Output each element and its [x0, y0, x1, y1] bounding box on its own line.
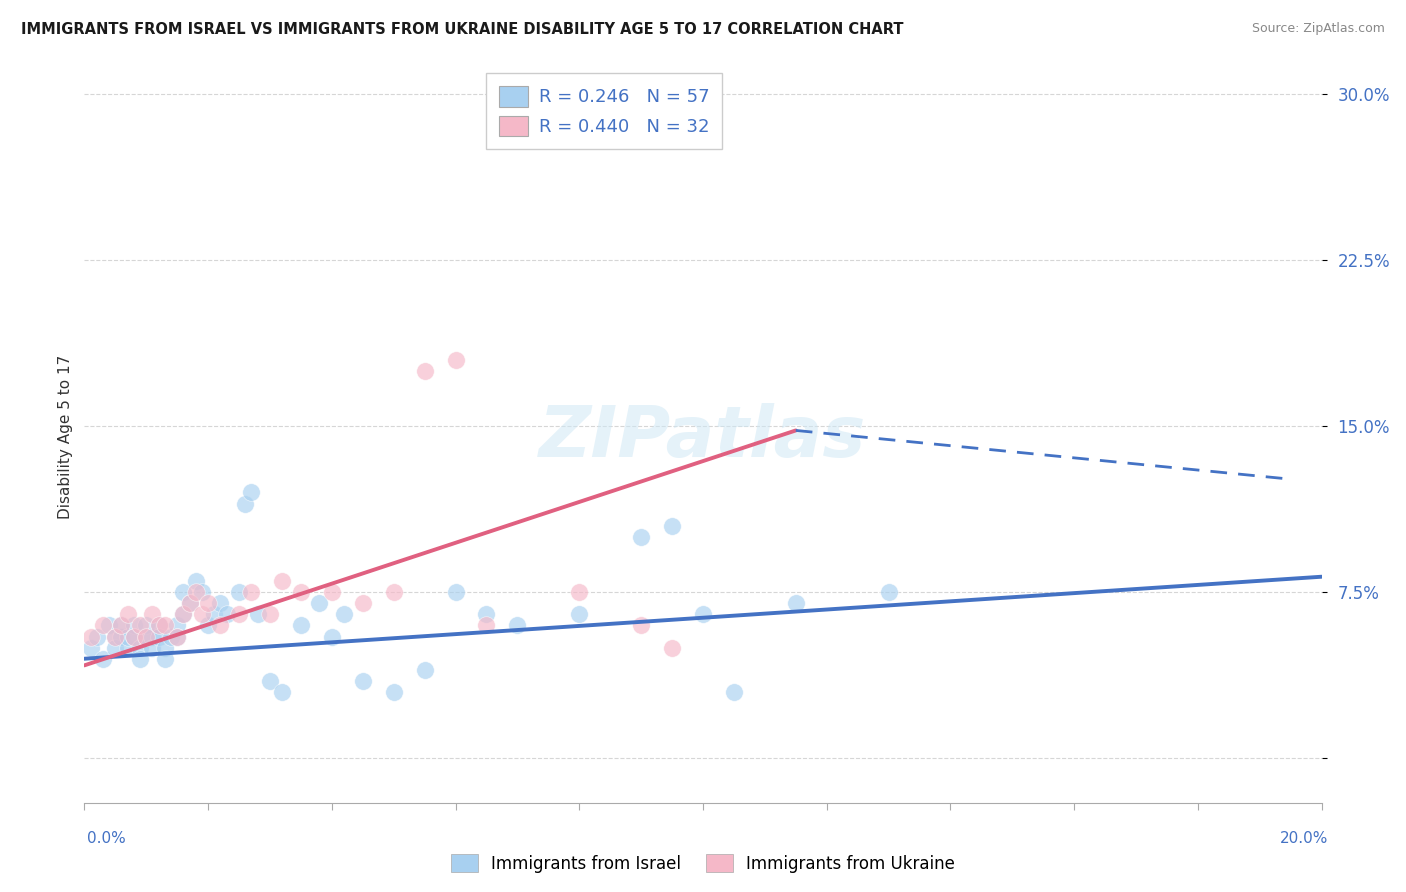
Point	[153, 618, 176, 632]
Point	[723, 685, 745, 699]
Point	[79, 640, 101, 655]
Legend: R = 0.246   N = 57, R = 0.440   N = 32: R = 0.246 N = 57, R = 0.440 N = 32	[486, 73, 721, 149]
Point	[98, 618, 121, 632]
Point	[209, 618, 232, 632]
Point	[184, 585, 207, 599]
Point	[153, 651, 176, 665]
Point	[290, 618, 312, 632]
Point	[661, 640, 683, 655]
Point	[475, 607, 498, 622]
Point	[191, 585, 214, 599]
Point	[179, 596, 201, 610]
Point	[148, 630, 170, 644]
Point	[240, 585, 263, 599]
Point	[209, 596, 232, 610]
Point	[271, 574, 294, 589]
Point	[352, 673, 374, 688]
Point	[352, 596, 374, 610]
Point	[271, 685, 294, 699]
Point	[135, 630, 157, 644]
Point	[568, 585, 591, 599]
Point	[259, 673, 281, 688]
Point	[233, 497, 256, 511]
Point	[117, 630, 139, 644]
Point	[122, 630, 145, 644]
Point	[104, 640, 127, 655]
Point	[630, 530, 652, 544]
Point	[129, 640, 152, 655]
Point	[630, 618, 652, 632]
Point	[104, 630, 127, 644]
Text: Source: ZipAtlas.com: Source: ZipAtlas.com	[1251, 22, 1385, 36]
Point	[321, 585, 343, 599]
Point	[184, 574, 207, 589]
Point	[246, 607, 269, 622]
Point	[166, 630, 188, 644]
Point	[475, 618, 498, 632]
Point	[197, 596, 219, 610]
Point	[413, 363, 436, 377]
Point	[172, 585, 194, 599]
Point	[141, 640, 163, 655]
Point	[172, 607, 194, 622]
Point	[110, 618, 132, 632]
Point	[179, 596, 201, 610]
Point	[877, 585, 900, 599]
Point	[110, 630, 132, 644]
Point	[122, 618, 145, 632]
Point	[444, 352, 467, 367]
Text: ZIPatlas: ZIPatlas	[540, 402, 866, 472]
Point	[135, 618, 157, 632]
Point	[661, 518, 683, 533]
Point	[135, 630, 157, 644]
Point	[215, 607, 238, 622]
Text: 0.0%: 0.0%	[87, 831, 127, 847]
Point	[202, 607, 225, 622]
Point	[240, 485, 263, 500]
Point	[506, 618, 529, 632]
Point	[166, 618, 188, 632]
Point	[129, 651, 152, 665]
Point	[308, 596, 330, 610]
Point	[117, 640, 139, 655]
Point	[166, 630, 188, 644]
Point	[692, 607, 714, 622]
Point	[110, 618, 132, 632]
Point	[148, 618, 170, 632]
Point	[333, 607, 356, 622]
Text: 20.0%: 20.0%	[1281, 831, 1329, 847]
Point	[160, 630, 183, 644]
Point	[104, 630, 127, 644]
Point	[228, 607, 250, 622]
Point	[122, 630, 145, 644]
Point	[86, 630, 108, 644]
Legend: Immigrants from Israel, Immigrants from Ukraine: Immigrants from Israel, Immigrants from …	[444, 847, 962, 880]
Point	[290, 585, 312, 599]
Point	[172, 607, 194, 622]
Point	[785, 596, 807, 610]
Point	[444, 585, 467, 599]
Point	[568, 607, 591, 622]
Point	[382, 585, 405, 599]
Point	[191, 607, 214, 622]
Point	[117, 607, 139, 622]
Point	[228, 585, 250, 599]
Point	[129, 618, 152, 632]
Point	[153, 640, 176, 655]
Point	[148, 618, 170, 632]
Point	[79, 630, 101, 644]
Point	[91, 618, 114, 632]
Y-axis label: Disability Age 5 to 17: Disability Age 5 to 17	[58, 355, 73, 519]
Point	[141, 607, 163, 622]
Point	[141, 630, 163, 644]
Point	[321, 630, 343, 644]
Point	[413, 663, 436, 677]
Point	[259, 607, 281, 622]
Point	[197, 618, 219, 632]
Text: IMMIGRANTS FROM ISRAEL VS IMMIGRANTS FROM UKRAINE DISABILITY AGE 5 TO 17 CORRELA: IMMIGRANTS FROM ISRAEL VS IMMIGRANTS FRO…	[21, 22, 904, 37]
Point	[91, 651, 114, 665]
Point	[382, 685, 405, 699]
